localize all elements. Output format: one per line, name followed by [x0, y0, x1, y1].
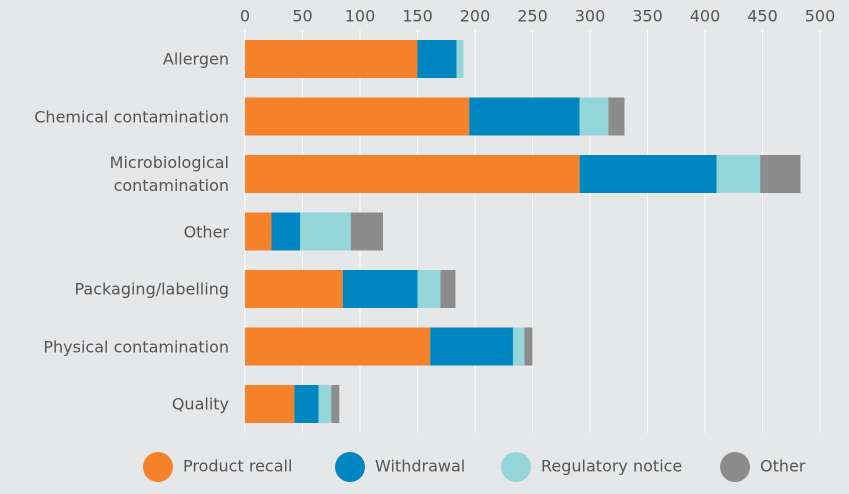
bar-segment: [760, 155, 801, 193]
x-tick-label: 400: [690, 7, 721, 26]
x-tick-label: 500: [805, 7, 836, 26]
bar-segment: [417, 40, 457, 78]
legend-label: Product recall: [183, 457, 292, 476]
bar-segment: [608, 97, 625, 136]
y-tick-label: Physical contamination: [43, 337, 229, 356]
bar-segment: [294, 385, 319, 423]
bar-segment: [318, 385, 332, 423]
bar-segment: [417, 270, 441, 308]
legend-label: Withdrawal: [375, 457, 465, 476]
bar-segment: [245, 327, 431, 366]
x-tick-label: 200: [460, 7, 491, 26]
x-tick-label: 50: [292, 7, 312, 26]
x-tick-label: 250: [517, 7, 548, 26]
y-tick-label: Allergen: [162, 49, 229, 69]
x-tick-label: 450: [747, 7, 778, 26]
bar-segment: [524, 327, 533, 366]
bar-segment: [430, 327, 513, 366]
y-tick-label: Quality: [171, 394, 229, 414]
y-tick-label: Microbiological contamination: [109, 153, 229, 195]
bar-segment: [512, 327, 525, 366]
bar-segment: [271, 212, 301, 251]
legend-swatch: [335, 452, 365, 482]
bar-segment: [716, 155, 761, 193]
legend-swatch: [501, 452, 531, 482]
x-tick-label: 100: [345, 7, 376, 26]
bar-segment: [245, 155, 580, 193]
bar-segment: [300, 212, 351, 251]
bar-segment: [456, 40, 464, 78]
x-tick-label: 300: [575, 7, 606, 26]
bar-segment: [579, 97, 609, 136]
bar-segment: [331, 385, 340, 423]
x-tick-label: 350: [632, 7, 663, 26]
bar-segment: [245, 385, 295, 423]
bar-segment: [245, 97, 470, 136]
x-tick-label: 0: [240, 7, 250, 26]
y-tick-label: Other: [183, 222, 229, 241]
bar-segment: [245, 40, 418, 78]
y-tick-label: Packaging/labelling: [74, 279, 230, 299]
legend-label: Regulatory notice: [541, 457, 682, 476]
bar-segment: [245, 212, 272, 251]
bar-segment: [469, 97, 580, 136]
legend-swatch: [143, 452, 173, 482]
bar-segment: [350, 212, 383, 251]
bar-segment: [579, 155, 717, 193]
bar-segment: [440, 270, 456, 308]
bar-segment: [245, 270, 343, 308]
y-tick-label: Chemical contamination: [34, 107, 229, 126]
bar-segment: [342, 270, 418, 308]
legend-label: Other: [760, 457, 806, 476]
x-tick-label: 150: [402, 7, 433, 26]
legend-swatch: [720, 452, 750, 482]
